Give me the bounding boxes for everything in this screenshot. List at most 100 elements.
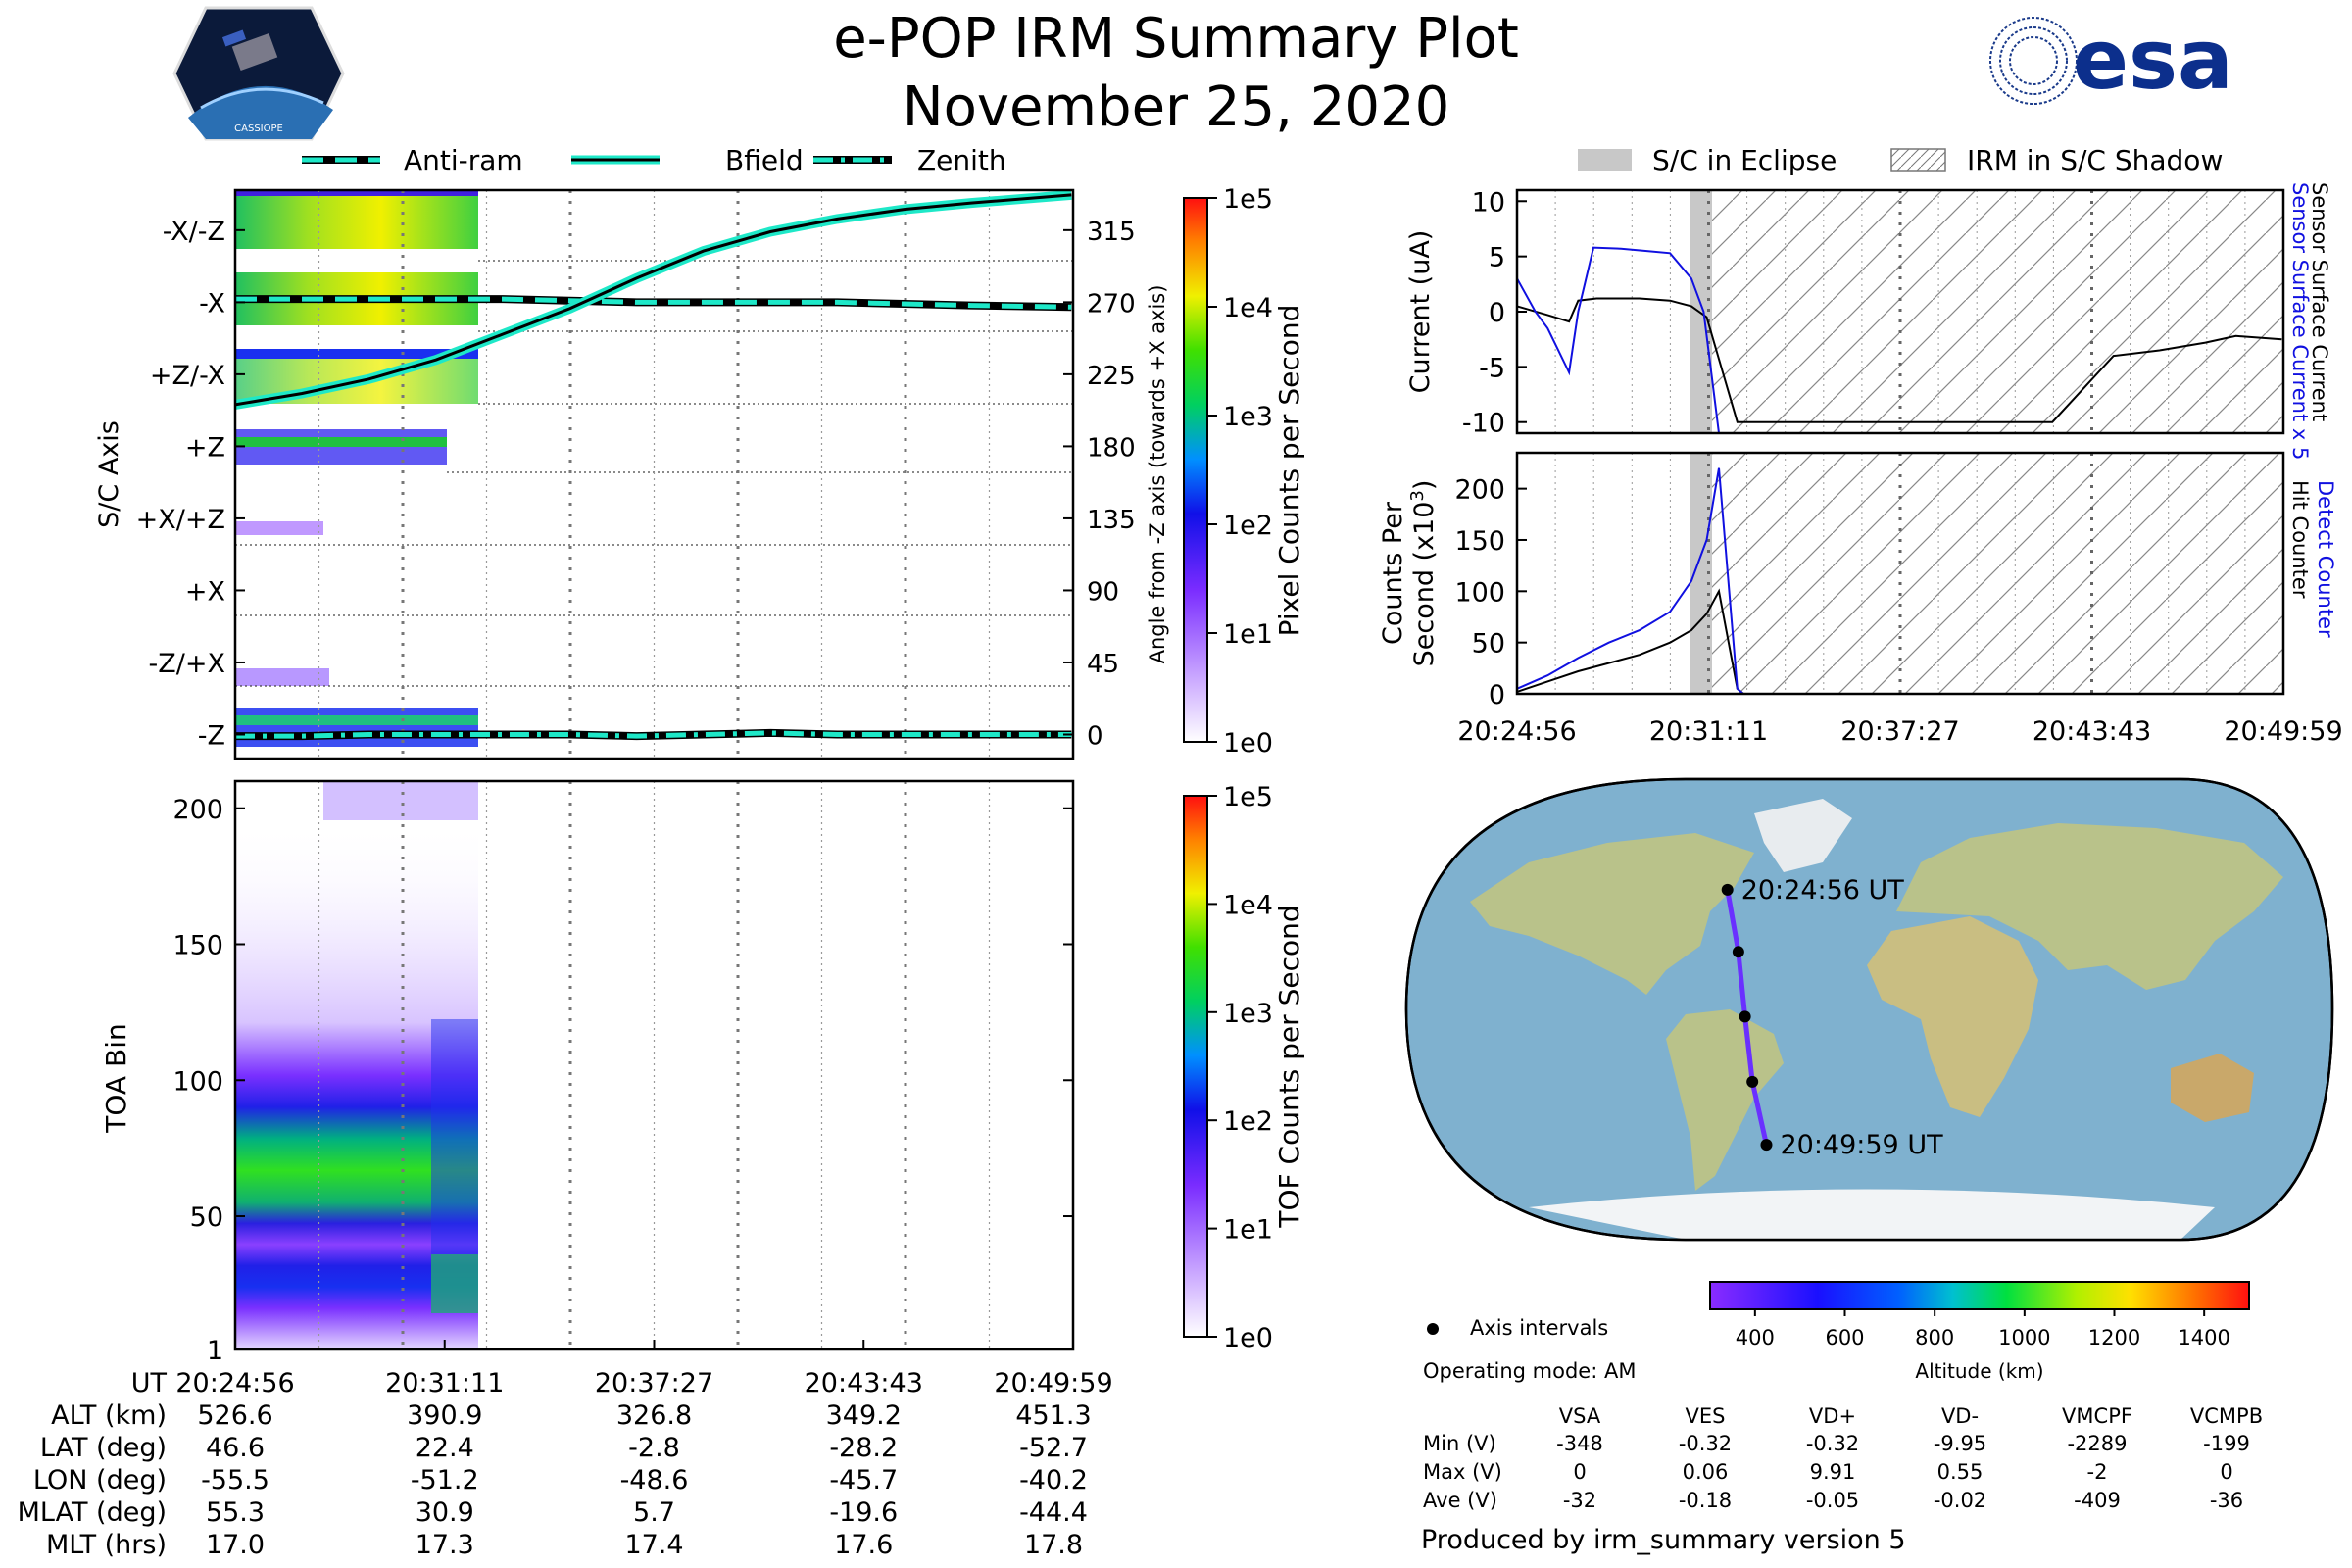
track-point: [1739, 1010, 1751, 1023]
track-start-label: 20:24:56 UT: [1741, 875, 1905, 906]
voltage-column-header: VES: [1686, 1404, 1726, 1428]
ephemeris-row-label: LAT (deg): [40, 1433, 167, 1463]
voltage-cell: 0: [2220, 1460, 2232, 1484]
legend-zenith-label: Zenith: [917, 144, 1006, 176]
sc-axis-right-tick-label: 315: [1087, 218, 1136, 247]
current-right-label-bottom: Sensor Surface Current: [2308, 182, 2331, 421]
ephemeris-cell: 17.8: [1024, 1530, 1083, 1560]
current-ytick-label: 5: [1489, 243, 1505, 273]
ephemeris-cell: 20:49:59: [994, 1368, 1112, 1398]
voltage-cell: -199: [2203, 1432, 2250, 1455]
counts-ytick-label: 150: [1454, 526, 1505, 557]
toa-ytick-label: 1: [207, 1336, 223, 1366]
sc-axis-ylabel: S/C Axis: [94, 420, 124, 528]
voltage-cell: 0: [1573, 1460, 1586, 1484]
ephemeris-row-label: UT: [131, 1368, 168, 1398]
sc-axis-right-tick-label: 90: [1087, 577, 1119, 607]
pixel-colorbar-tick-label: 1e2: [1223, 511, 1273, 541]
ephemeris-cell: 22.4: [416, 1433, 474, 1463]
tof-colorbar-tick-label: 1e5: [1223, 782, 1273, 812]
counts-xtick-label: 20:24:56: [1457, 716, 1576, 747]
sc-axis-right-ylabel: Angle from -Z axis (towards +X axis): [1146, 285, 1169, 664]
current-ytick-label: 10: [1472, 187, 1505, 218]
map-australia: [2171, 1054, 2254, 1122]
altitude-tick-label: 1000: [1998, 1326, 2050, 1349]
toa-ylabel: TOA Bin: [100, 1023, 132, 1133]
world-map: 20:24:56 UT 20:49:59 UT: [1404, 777, 2334, 1242]
ephemeris-cell: 20:43:43: [805, 1368, 923, 1398]
counts-xtick-label: 20:49:59: [2224, 716, 2342, 747]
sc-axis-heatmap: [235, 190, 478, 747]
sc-axis-category-label: -Z: [198, 720, 225, 751]
voltage-column-header: VCMPB: [2190, 1404, 2263, 1428]
track-point: [1760, 1139, 1773, 1152]
voltage-cell: 0.06: [1683, 1460, 1729, 1484]
ephemeris-table: UT 20:24:56 20:31:11 20:37:27 20:43:43 20:49:…: [18, 1368, 1113, 1560]
pixel-colorbar-tick-label: 1e1: [1223, 619, 1273, 650]
ephemeris-cell: 30.9: [416, 1497, 474, 1528]
pixel-colorbar-tick-label: 1e0: [1223, 728, 1273, 759]
counts-ylabel-line1: Counts Per: [1378, 501, 1408, 645]
tof-colorbar-tick-label: 1e3: [1223, 999, 1273, 1029]
voltage-row-label: Min (V): [1423, 1432, 1496, 1455]
voltage-cell: -0.05: [1806, 1489, 1859, 1512]
pixel-colorbar-tick-label: 1e3: [1223, 402, 1273, 432]
counts-xtick-label: 20:37:27: [1840, 716, 1959, 747]
title-line1: e-POP IRM Summary Plot: [833, 7, 1519, 71]
track-point: [1732, 946, 1744, 958]
ephemeris-row-label: LON (deg): [33, 1465, 167, 1495]
ephemeris-cell: -19.6: [829, 1497, 898, 1528]
footer: Produced by irm_summary version 5: [1421, 1525, 1906, 1555]
map-antarctica: [1529, 1189, 2215, 1240]
voltage-cell: -36: [2210, 1489, 2243, 1512]
sc-axis-right-tick-label: 45: [1087, 650, 1119, 679]
ephemeris-cell: 55.3: [206, 1497, 265, 1528]
toa-ytick-label: 200: [172, 795, 223, 825]
voltage-cell: -9.95: [1934, 1432, 1986, 1455]
voltage-column-header: VSA: [1559, 1404, 1601, 1428]
ephemeris-row-label: ALT (km): [51, 1400, 167, 1431]
current-ytick-label: -10: [1462, 409, 1505, 439]
counts-xtick-label: 20:43:43: [2033, 716, 2151, 747]
toa-ytick-label: 150: [172, 931, 223, 961]
voltage-cell: -348: [1556, 1432, 1603, 1455]
toa-panel: 200 150 100 50 1 TOA Bin: [100, 779, 1075, 1366]
counts-ylabel-line2: Second (x103): [1407, 480, 1440, 667]
ephemeris-cell: 20:37:27: [595, 1368, 713, 1398]
altitude-colorbar-label: Altitude (km): [1915, 1359, 2043, 1383]
voltage-column-header: VMCPF: [2062, 1404, 2132, 1428]
sc-axis-right-tick-label: 135: [1087, 506, 1136, 535]
sc-axis-category-label: +Z/-X: [150, 361, 225, 391]
ephemeris-cell: 526.6: [197, 1400, 272, 1431]
track-point: [1746, 1075, 1759, 1088]
voltage-cell: -0.32: [1679, 1432, 1732, 1455]
toa-ytick-label: 50: [190, 1202, 223, 1233]
esa-wordmark: esa: [2073, 12, 2233, 108]
legend-eclipse-label: S/C in Eclipse: [1652, 144, 1837, 176]
sc-axis-category-label: +X/+Z: [136, 505, 225, 535]
voltage-cell: -0.18: [1679, 1489, 1732, 1512]
ephemeris-cell: -45.7: [829, 1465, 898, 1495]
ephemeris-cell: -40.2: [1019, 1465, 1088, 1495]
ephemeris-cell: 390.9: [407, 1400, 482, 1431]
ephemeris-row-label: MLAT (deg): [18, 1497, 167, 1528]
antiram-line: [235, 296, 1072, 310]
sc-axis-panel: -X/-Z -X +Z/-X +Z +X/+Z +X -Z/+X -Z 315 270 225 18…: [94, 188, 1169, 760]
altitude-tick-label: 1400: [2178, 1326, 2230, 1349]
legend-bfield-label: Bfield: [725, 144, 804, 176]
current-ytick-label: 0: [1489, 298, 1505, 328]
ephemeris-cell: -55.5: [201, 1465, 270, 1495]
counts-panel: 200 150 100 50 0 20:24:56 20:31:11 20:37:27 20:…: [1378, 451, 2343, 747]
voltage-cell: -0.02: [1934, 1489, 1986, 1512]
pixel-colorbar-tick-label: 1e5: [1223, 184, 1273, 215]
ephemeris-cell: 46.6: [206, 1433, 265, 1463]
voltage-cell: -2: [2087, 1460, 2108, 1484]
voltage-cell: -2289: [2067, 1432, 2127, 1455]
legend-left: Anti-ram Bfield Zenith: [302, 144, 1006, 176]
axis-intervals-label: Axis intervals: [1470, 1316, 1608, 1340]
bfield-line: [234, 193, 1072, 407]
sc-axis-category-label: -X/-Z: [163, 217, 225, 247]
counts-ytick-label: 100: [1454, 577, 1505, 608]
current-ytick-label: -5: [1479, 353, 1505, 383]
sc-axis-category-label: +X: [185, 576, 225, 607]
